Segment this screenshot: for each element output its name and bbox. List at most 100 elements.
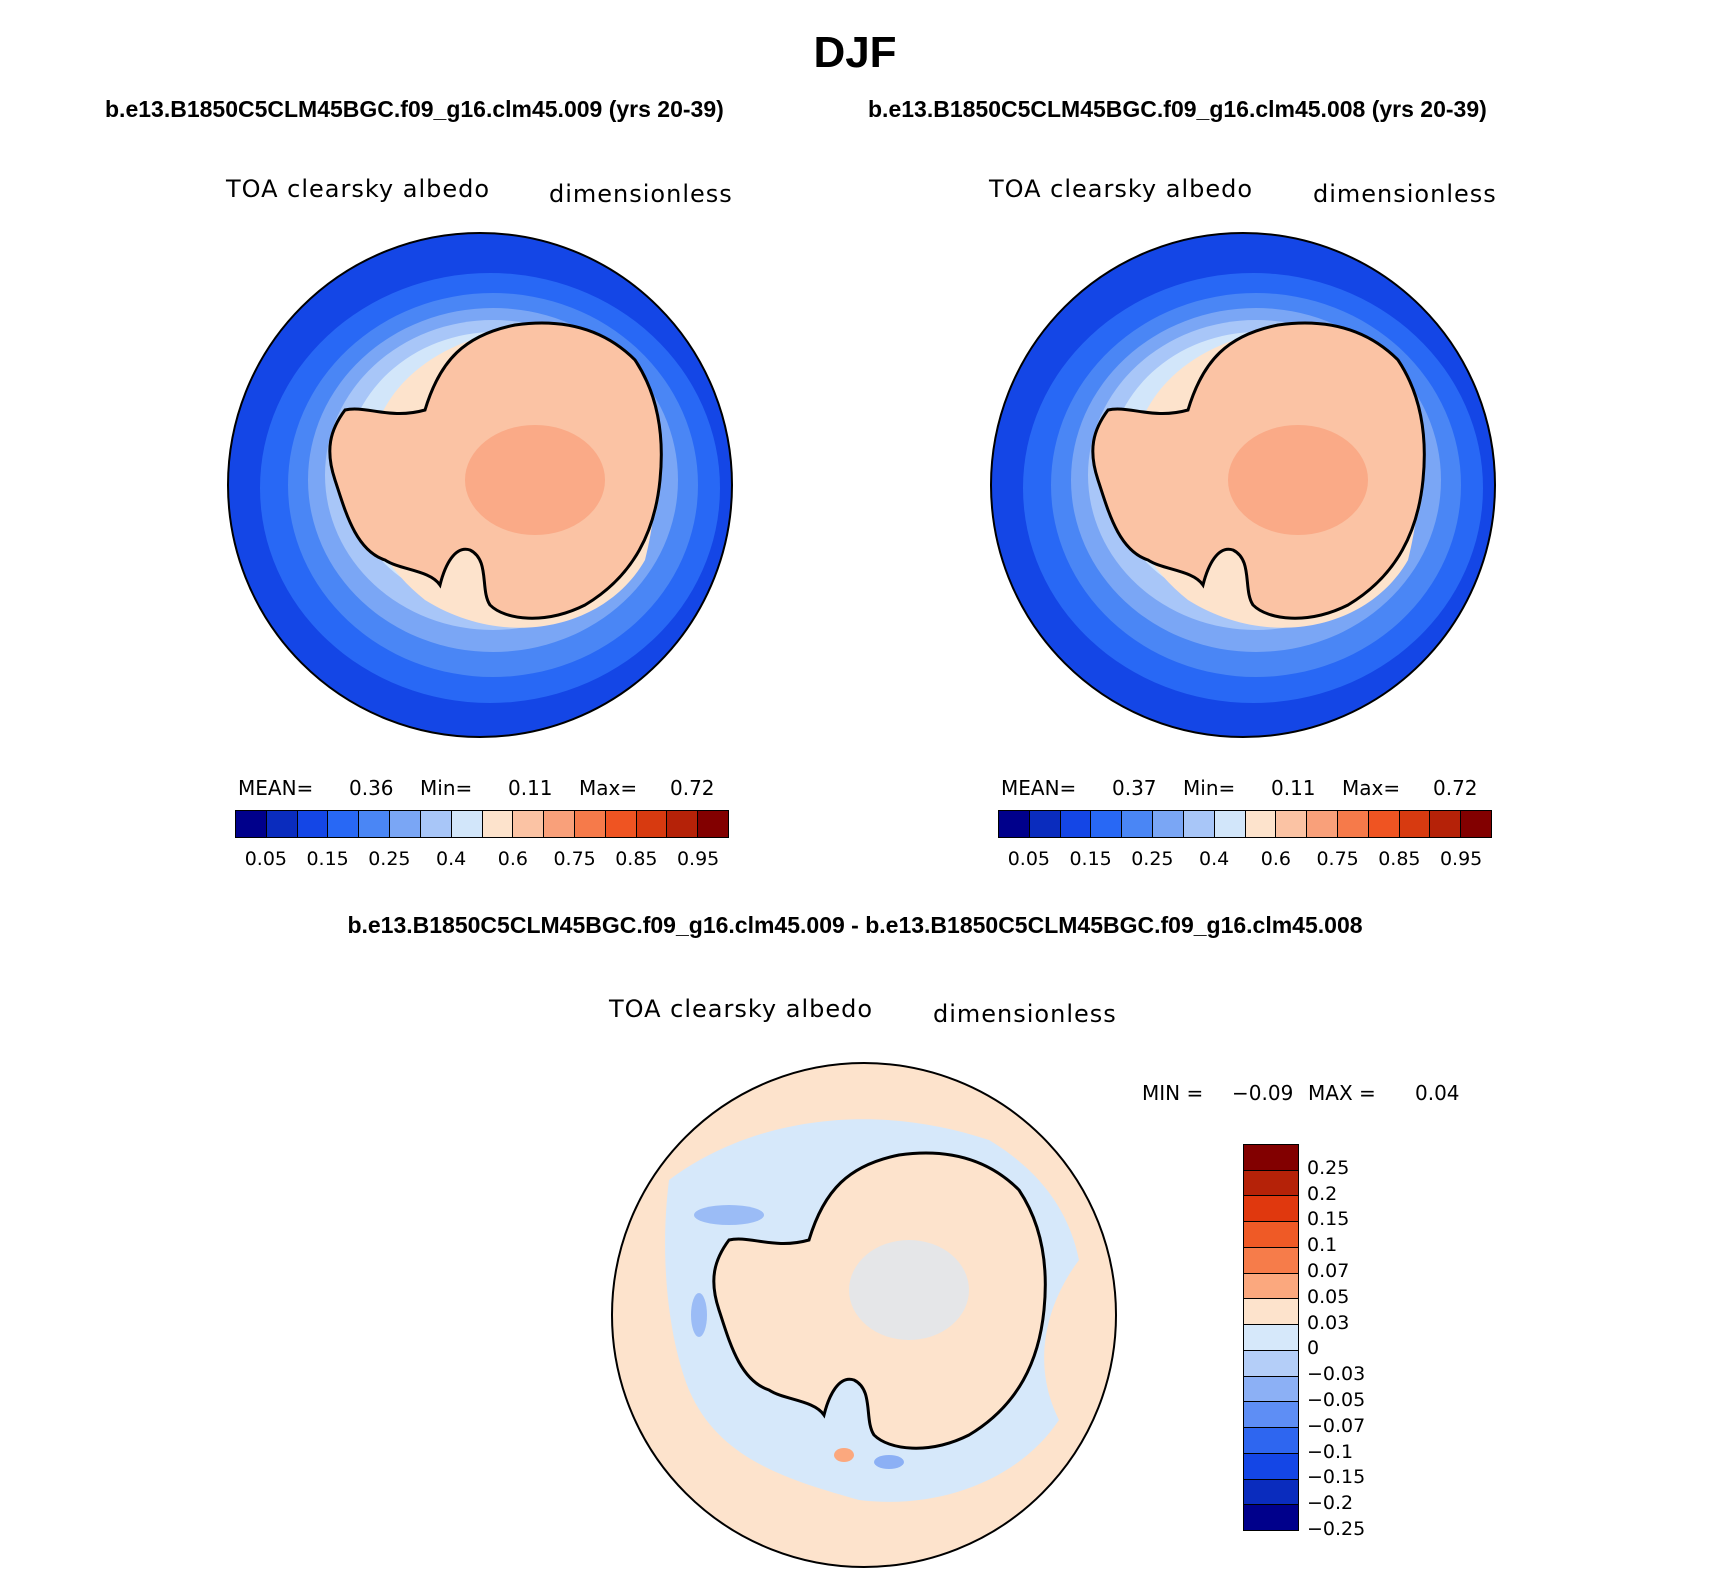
diff-max-label: MAX = [1308,1081,1376,1105]
colorbar-swatch [1244,1222,1298,1248]
colorbar-swatch [636,811,668,837]
colorbar-tick-label: 0.75 [553,848,596,870]
colorbar-tick-label: −0.2 [1307,1492,1354,1515]
difference-colorbar [1243,1144,1299,1531]
colorbar-swatch [1244,1325,1298,1351]
colorbar-swatch [1244,1196,1298,1223]
colorbar-tick-label: 0.95 [1439,848,1483,870]
left-colorbar [235,810,729,838]
diff-min-value: −0.09 [1232,1081,1294,1105]
colorbar-tick-label: 0.15 [306,848,349,870]
colorbar-swatch [236,811,267,837]
left-max-label: Max= [579,776,638,800]
colorbar-swatch [1244,1428,1298,1454]
left-units-label: dimensionless [549,180,733,208]
colorbar-swatch [574,811,606,837]
colorbar-swatch [698,811,728,837]
right-units-label: dimensionless [1313,180,1497,208]
colorbar-swatch [605,811,637,837]
left-variable-label: TOA clearsky albedo [226,175,491,203]
right-colorbar [998,810,1492,838]
colorbar-swatch [451,811,483,837]
colorbar-swatch [1244,1145,1298,1171]
colorbar-swatch [1244,1402,1298,1429]
colorbar-tick-label: −0.05 [1307,1389,1366,1411]
colorbar-swatch [266,811,298,837]
colorbar-tick-label: 0.4 [1199,848,1230,870]
colorbar-swatch [359,811,391,837]
colorbar-tick-label: 0.6 [497,848,528,870]
colorbar-swatch [297,811,329,837]
diff-units-label: dimensionless [933,1000,1117,1028]
colorbar-tick-label: 0.15 [1307,1208,1350,1231]
colorbar-tick-label: 0.05 [244,848,288,870]
colorbar-swatch [1244,1273,1298,1300]
colorbar-swatch [667,811,699,837]
season-title: DJF [813,28,897,77]
colorbar-swatch [390,811,421,837]
colorbar-swatch [1214,811,1246,837]
colorbar-swatch [1153,811,1184,837]
colorbar-swatch [1091,811,1123,837]
right-polar-map [990,232,1496,738]
colorbar-tick-label: 0.6 [1260,848,1291,870]
left-mean-label: MEAN= [238,776,314,800]
colorbar-tick-label: 0.05 [1307,1285,1350,1308]
colorbar-swatch [1244,1170,1298,1197]
colorbar-swatch [1244,1453,1298,1480]
colorbar-tick-label: −0.07 [1307,1414,1366,1437]
colorbar-tick-label: −0.03 [1307,1363,1366,1386]
colorbar-swatch [1244,1247,1298,1274]
colorbar-tick-label: 0.25 [1131,848,1174,870]
colorbar-tick-label: 0.03 [1307,1311,1350,1334]
colorbar-swatch [513,811,545,837]
colorbar-tick-label: 0.15 [1069,848,1112,870]
colorbar-tick-label: 0.85 [1378,848,1421,870]
colorbar-swatch [1244,1505,1298,1531]
left-min-value: 0.11 [508,776,553,800]
right-max-value: 0.72 [1433,776,1478,800]
colorbar-tick-label: 0.85 [615,848,658,870]
colorbar-swatch [1060,811,1092,837]
right-mean-value: 0.37 [1112,776,1157,800]
colorbar-swatch [1430,811,1462,837]
colorbar-swatch [1307,811,1338,837]
colorbar-tick-label: 0.07 [1307,1260,1350,1282]
left-polar-map [227,232,733,738]
colorbar-swatch [482,811,514,837]
colorbar-swatch [999,811,1030,837]
colorbar-swatch [1461,811,1491,837]
colorbar-tick-label: 0.75 [1316,848,1359,870]
right-run-title: b.e13.B1850C5CLM45BGC.f09_g16.clm45.008 … [868,96,1487,122]
right-max-label: Max= [1342,776,1401,800]
colorbar-tick-label: −0.25 [1307,1518,1366,1540]
right-variable-label: TOA clearsky albedo [989,175,1254,203]
colorbar-tick-label: 0.95 [676,848,720,870]
diff-max-value: 0.04 [1415,1081,1460,1105]
colorbar-swatch [544,811,575,837]
colorbar-tick-label: 0.1 [1307,1234,1338,1257]
colorbar-tick-label: 0.2 [1307,1182,1338,1205]
colorbar-swatch [420,811,452,837]
colorbar-swatch [328,811,360,837]
left-min-label: Min= [420,776,473,800]
diff-variable-label: TOA clearsky albedo [609,995,874,1023]
colorbar-swatch [1183,811,1215,837]
left-max-value: 0.72 [670,776,715,800]
colorbar-swatch [1244,1350,1298,1377]
colorbar-tick-label: 0.25 [1307,1156,1350,1179]
colorbar-swatch [1122,811,1154,837]
right-min-value: 0.11 [1271,776,1316,800]
colorbar-swatch [1276,811,1308,837]
colorbar-tick-label: 0 [1307,1337,1320,1360]
colorbar-swatch [1368,811,1400,837]
colorbar-swatch [1244,1479,1298,1506]
colorbar-tick-label: 0.4 [436,848,467,870]
left-mean-value: 0.36 [349,776,394,800]
colorbar-swatch [1399,811,1431,837]
colorbar-tick-label: 0.25 [368,848,411,870]
diff-min-label: MIN = [1142,1081,1204,1105]
colorbar-tick-label: 0.05 [1007,848,1051,870]
right-mean-label: MEAN= [1001,776,1077,800]
colorbar-tick-label: −0.1 [1307,1440,1354,1463]
